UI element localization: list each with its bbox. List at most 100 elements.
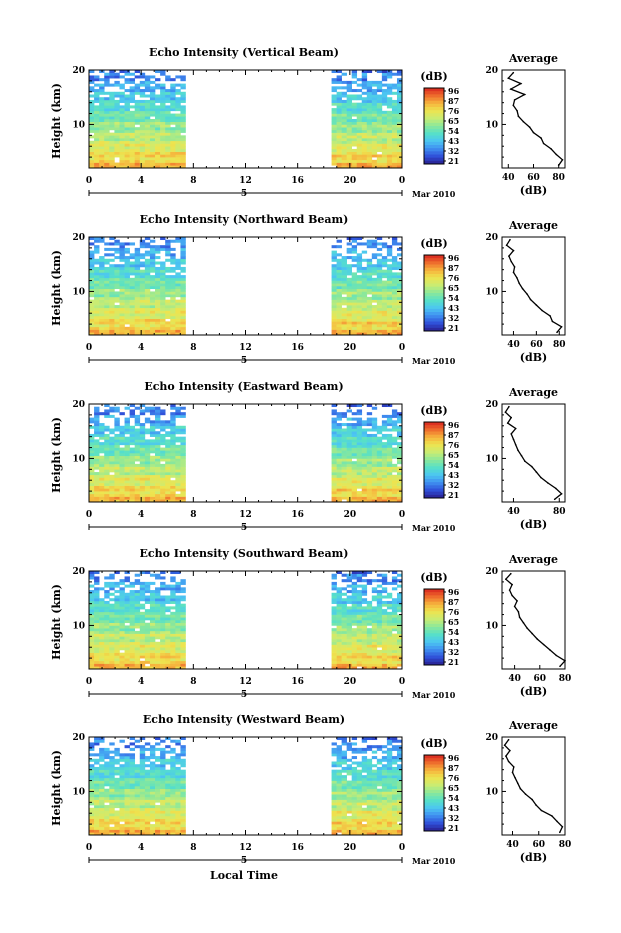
heatmap-cell [372, 289, 377, 292]
heatmap-cell [145, 475, 150, 478]
heatmap-cell [372, 256, 377, 259]
heatmap-cell [357, 450, 362, 453]
heatmap-cell [155, 636, 160, 639]
heatmap-cell [160, 149, 165, 152]
heatmap-cell [119, 256, 124, 259]
heatmap-cell [175, 437, 180, 440]
heatmap-cell [155, 494, 160, 497]
heatmap-cell [89, 830, 94, 833]
heatmap-cell [170, 585, 175, 588]
heatmap-cell [347, 160, 352, 163]
heatmap-cell [352, 289, 357, 292]
heatmap-cell [130, 270, 135, 273]
heatmap-cell [119, 623, 124, 626]
heatmap-cell [372, 494, 377, 497]
heatmap-cell [140, 582, 145, 585]
heatmap-cell [175, 308, 180, 311]
heatmap-cell [357, 445, 362, 448]
heatmap-cell [109, 289, 114, 292]
heatmap-cell [135, 467, 140, 470]
heatmap-cell [119, 609, 124, 612]
heatmap-cell [347, 324, 352, 327]
profile-point [513, 72, 515, 74]
heatmap-cell [160, 464, 165, 467]
heatmap-cell [170, 141, 175, 144]
heatmap-cell [392, 135, 397, 138]
heatmap-cell [104, 259, 109, 262]
heatmap-cell [392, 138, 397, 141]
heatmap-cell [392, 606, 397, 609]
heatmap-cell [362, 84, 367, 87]
heatmap-cell [165, 152, 170, 155]
heatmap-cell [357, 423, 362, 426]
heatmap-cell [337, 617, 342, 620]
heatmap-cell [382, 486, 387, 489]
heatmap-cell [387, 491, 392, 494]
heatmap-cell [362, 655, 367, 658]
heatmap-cell [94, 491, 99, 494]
heatmap-cell [125, 305, 130, 308]
colorbar-tick-label: 87 [448, 96, 459, 106]
heatmap-cell [352, 612, 357, 615]
heatmap-cell [347, 439, 352, 442]
heatmap-cell [332, 442, 337, 445]
heatmap-cell [155, 824, 160, 827]
heatmap-cell [357, 330, 362, 333]
heatmap-cell [170, 612, 175, 615]
heatmap-cell [180, 480, 185, 483]
heatmap-cell [94, 415, 99, 418]
heatmap-cell [119, 453, 124, 456]
heatmap-cell [352, 453, 357, 456]
heatmap-cell [135, 300, 140, 303]
heatmap-cell [372, 146, 377, 149]
heatmap-cell [160, 429, 165, 432]
heatmap-cell [382, 133, 387, 136]
heatmap-cell [150, 488, 155, 491]
heatmap-cell [180, 114, 185, 117]
heatmap-cell [392, 429, 397, 432]
heatmap-cell [94, 434, 99, 437]
heatmap-cell [180, 330, 185, 333]
heatmap-cell [114, 130, 119, 133]
heatmap-cell [160, 327, 165, 330]
heatmap-cell [170, 650, 175, 653]
heatmap-cell [337, 478, 342, 481]
profile-point [508, 255, 510, 257]
heatmap-cell [125, 124, 130, 127]
heatmap-cell [119, 119, 124, 122]
colorbar-segment [424, 91, 444, 95]
heatmap-cell [347, 450, 352, 453]
heatmap-cell [357, 437, 362, 440]
x-tick-label: 20 [344, 677, 357, 687]
heatmap-cell [337, 264, 342, 267]
heatmap-cell [362, 615, 367, 618]
heatmap-cell [362, 135, 367, 138]
heatmap-cell [135, 450, 140, 453]
heatmap-cell [377, 114, 382, 117]
heatmap-cell [114, 802, 119, 805]
heatmap-cell [114, 794, 119, 797]
heatmap-cell [387, 308, 392, 311]
heatmap-cell [94, 116, 99, 119]
heatmap-cell [392, 321, 397, 324]
heatmap-cell [114, 291, 119, 294]
heatmap-cell [357, 448, 362, 451]
heatmap-cell [109, 160, 114, 163]
heatmap-cell [347, 590, 352, 593]
heatmap-cell [170, 596, 175, 599]
heatmap-cell [175, 596, 180, 599]
heatmap-cell [362, 302, 367, 305]
heatmap-cell [89, 816, 94, 819]
heatmap-cell [337, 601, 342, 604]
heatmap-cell [175, 157, 180, 160]
heatmap-cell [342, 429, 347, 432]
heatmap-cell [94, 480, 99, 483]
heatmap-cell [104, 114, 109, 117]
heatmap-cell [332, 628, 337, 631]
heatmap-cell [392, 576, 397, 579]
heatmap-cell [130, 830, 135, 833]
heatmap-cell [94, 802, 99, 805]
heatmap-cell [94, 497, 99, 500]
x-tick-label: 4 [138, 343, 144, 353]
heatmap-cell [109, 821, 114, 824]
